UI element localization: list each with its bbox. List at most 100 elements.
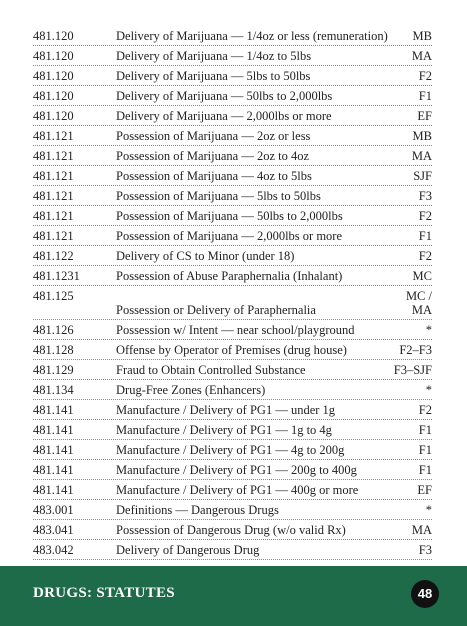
statute-code: 481.126 [33,323,74,337]
offense-description: Delivery of Dangerous Drug [116,543,260,557]
statute-code: 481.121 [33,189,74,203]
statute-code: 483.041 [33,523,74,537]
table-row: 481.128 Offense by Operator of Premises (… [33,340,432,360]
table-row: 481.121 Possession of Marijuana — 4oz to … [33,166,432,186]
offense-class: MC / MA [405,289,432,317]
offense-description: Possession of Dangerous Drug (w/o valid … [116,523,346,537]
table-row: 481.141 Manufacture / Delivery of PG1 — 2… [33,460,432,480]
offense-description: Delivery of Marijuana — 1/4oz or less (r… [116,29,388,43]
offense-class: SJF [413,169,432,183]
statute-code: 481.120 [33,109,74,123]
offense-description: Delivery of Marijuana — 50lbs to 2,000lb… [116,89,333,103]
table-row: 481.120 Delivery of Marijuana — 1/4oz or … [33,26,432,46]
offense-description: Possession of Marijuana — 2,000lbs or mo… [116,229,343,243]
offense-description: Delivery of CS to Minor (under 18) [116,249,295,263]
offense-class: MB [412,29,432,43]
offense-description: Possession of Abuse Paraphernalia (Inhal… [116,269,343,283]
footer: DRUGS: STATUTES 48 [0,566,467,626]
offense-description: Manufacture / Delivery of PG1 — 200g to … [116,463,357,477]
offense-class: EF [417,109,432,123]
statute-code: 483.042 [33,543,74,557]
offense-description: Possession of Marijuana — 4oz to 5lbs [116,169,312,183]
statute-code: 481.120 [33,49,74,63]
offense-description: Possession of Marijuana — 2oz or less [116,129,311,143]
statute-code: 481.121 [33,149,74,163]
offense-description: Manufacture / Delivery of PG1 — 4g to 20… [116,443,345,457]
table-row: 483.001 Definitions — Dangerous Drugs * [33,500,432,520]
table-row: 483.042 Delivery of Dangerous Drug F3 [33,540,432,560]
table-row: 481.120 Delivery of Marijuana — 2,000lbs … [33,106,432,126]
offense-description: Manufacture / Delivery of PG1 — under 1g [116,403,336,417]
table-row: 481.121 Possession of Marijuana — 5lbs to… [33,186,432,206]
offense-class: * [425,383,432,397]
offense-description: Manufacture / Delivery of PG1 — 1g to 4g [116,423,332,437]
statute-code: 481.141 [33,483,74,497]
statute-code: 483.001 [33,503,74,517]
table-row: 481.141 Manufacture / Delivery of PG1 — 1… [33,420,432,440]
offense-class: EF [417,483,432,497]
section-title: DRUGS: STATUTES [33,585,175,601]
offense-class: * [425,503,432,517]
table-row: 481.141 Manufacture / Delivery of PG1 — 4… [33,440,432,460]
offense-class: F3–SJF [393,363,432,377]
statute-code: 481.120 [33,29,74,43]
offense-class: MC [412,269,432,283]
statute-code: 481.120 [33,69,74,83]
table-row: 481.141 Manufacture / Delivery of PG1 — u… [33,400,432,420]
offense-description: Drug-Free Zones (Enhancers) [116,383,266,397]
statute-code: 481.121 [33,129,74,143]
statute-table: 481.120 Delivery of Marijuana — 1/4oz or … [33,26,432,560]
table-row: 481.129 Fraud to Obtain Controlled Substa… [33,360,432,380]
offense-description: Delivery of Marijuana — 2,000lbs or more [116,109,332,123]
table-row: 481.121 Possession of Marijuana — 2oz or … [33,126,432,146]
statute-code: 481.141 [33,463,74,477]
offense-class: MB [412,129,432,143]
table-row: 483.041 Possession of Dangerous Drug (w/o… [33,520,432,540]
table-row: 481.120 Delivery of Marijuana — 50lbs to … [33,86,432,106]
offense-class: MA [411,523,432,537]
offense-description: Offense by Operator of Premises (drug ho… [116,343,347,357]
offense-class: F2–F3 [399,343,432,357]
offense-description: Possession of Marijuana — 2oz to 4oz [116,149,310,163]
table-row: 481.1231 Possession of Abuse Paraphernali… [33,266,432,286]
offense-description: Manufacture / Delivery of PG1 — 400g or … [116,483,359,497]
offense-description: Delivery of Marijuana — 5lbs to 50lbs [116,69,311,83]
statute-code: 481.134 [33,383,74,397]
offense-class: MA [411,49,432,63]
offense-description: Possession of Marijuana — 5lbs to 50lbs [116,189,321,203]
statute-code: 481.128 [33,343,74,357]
table-row: 481.122 Delivery of CS to Minor (under 18… [33,246,432,266]
offense-class: F2 [418,209,432,223]
offense-class: F1 [418,89,432,103]
offense-class: F1 [418,229,432,243]
offense-description: Possession or Delivery of Paraphernalia [116,303,316,317]
offense-description: Possession w/ Intent — near school/playg… [116,323,355,337]
table-row: 481.120 Delivery of Marijuana — 1/4oz to … [33,46,432,66]
offense-class: * [425,323,432,337]
statute-code: 481.121 [33,229,74,243]
statute-code: 481.141 [33,443,74,457]
offense-description: Fraud to Obtain Controlled Substance [116,363,306,377]
statute-code: 481.129 [33,363,74,377]
statute-code: 481.141 [33,423,74,437]
page-number: 48 [411,580,439,608]
statute-code: 481.121 [33,209,74,223]
statute-code: 481.125 [33,289,74,303]
table-row: 481.121 Possession of Marijuana — 2,000lb… [33,226,432,246]
statute-code: 481.1231 [33,269,80,283]
offense-description: Possession of Marijuana — 50lbs to 2,000… [116,209,343,223]
offense-description: Delivery of Marijuana — 1/4oz to 5lbs [116,49,312,63]
table-row: 481.126 Possession w/ Intent — near schoo… [33,320,432,340]
offense-class: F1 [418,463,432,477]
offense-class: F2 [418,403,432,417]
table-row: 481.121 Possession of Marijuana — 50lbs t… [33,206,432,226]
statute-code: 481.121 [33,169,74,183]
offense-class: F2 [418,249,432,263]
offense-class: F1 [418,423,432,437]
statute-code: 481.141 [33,403,74,417]
table-row: 481.121 Possession of Marijuana — 2oz to … [33,146,432,166]
offense-class: F3 [418,543,432,557]
statute-code: 481.122 [33,249,74,263]
table-row: 481.134 Drug-Free Zones (Enhancers) * [33,380,432,400]
